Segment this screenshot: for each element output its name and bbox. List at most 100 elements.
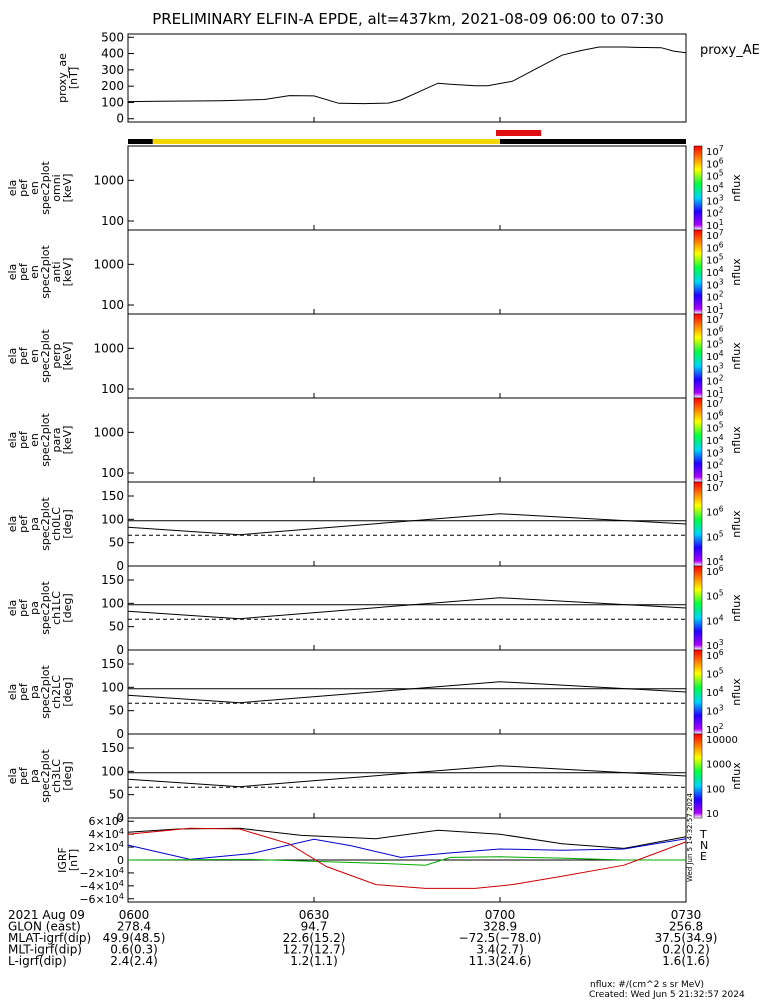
pa-ch0-cbar-tick-exp: 7	[719, 480, 724, 489]
spec-anti-cbar-tick-base: 10	[706, 231, 719, 242]
spec-para-cbar-tick: 101	[706, 470, 724, 484]
spec-perp-cbar-tick-exp: 1	[719, 386, 724, 395]
igrf-ytick-label-base: −6×10	[79, 893, 118, 906]
ephem-cell: 3.4(2.7)	[476, 943, 524, 957]
pa-ch0-cbar-tick: 107	[706, 480, 724, 494]
pa-ch2-cbar-tick: 103	[706, 704, 724, 718]
pa-ch1-colorbar	[693, 565, 703, 651]
spec-anti-cbar-tick: 106	[706, 240, 724, 254]
ephem-row-label: MLAT-igrf(dip)	[8, 931, 91, 945]
ephem-cell: 0730	[671, 908, 702, 922]
igrf-series-N	[127, 838, 687, 860]
spec-para-cbar-tick: 103	[706, 445, 724, 459]
spec-perp-cbar-tick-base: 10	[706, 340, 719, 351]
spec-anti-cbar-tick-exp: 4	[719, 265, 724, 274]
pa-ch1-cbar-tick: 103	[706, 638, 724, 652]
proxy-ae-ytick-label: 300	[101, 63, 124, 77]
spec-para-cbar-tick-exp: 4	[719, 433, 724, 442]
proxy-ae-ytick-label: 200	[101, 79, 124, 93]
spec-anti-cbar-tick: 104	[706, 265, 724, 279]
spec-para-cbar-tick-base: 10	[706, 436, 719, 447]
igrf-ytick-label-base: 2×10	[89, 841, 119, 854]
pa-ch2-cbar-tick-base: 10	[706, 707, 719, 718]
science-zone-marker	[496, 130, 542, 136]
spec-perp-ylabel-3: spec2plot	[39, 329, 52, 383]
pa-ch0-cbar-tick-base: 10	[706, 508, 719, 519]
spec-para-frame	[127, 397, 687, 483]
spec-para-ytick-label: 100	[101, 466, 124, 480]
proxy-ae-ytick-label: 100	[101, 95, 124, 109]
ephem-cell: 2.4(2.4)	[110, 954, 158, 968]
spec-perp-cbar-tick-base: 10	[706, 389, 719, 400]
spec-perp-cbar-tick: 105	[706, 337, 724, 351]
pa-ch3-ylabel-5: [deg]	[61, 761, 74, 790]
pa-ch0-cbar-tick: 105	[706, 529, 724, 543]
spec-anti-cbar-tick-exp: 7	[719, 228, 724, 237]
spec-para-panel: 1001000elapefenspec2plotpara[keV]1071061…	[6, 396, 743, 484]
pa-ch0-ylabel-1: pef	[17, 514, 30, 533]
ephem-cell: −72.5(−78.0)	[459, 931, 542, 945]
spec-para-cbar-tick-exp: 5	[719, 421, 724, 430]
pa-ch3-frame	[127, 733, 687, 819]
pa-ch0-ylabel-5: [deg]	[61, 509, 74, 538]
spec-omni-panel: 1001000elapefenspec2plotomni[keV]1071061…	[6, 144, 743, 232]
pa-ch3-ylabel-0: ela	[6, 768, 19, 785]
spec-para-ylabel-1: pef	[17, 430, 30, 449]
spec-perp-ytick-label: 100	[101, 382, 124, 396]
pa-ch0-ylabel-2: pa	[28, 517, 41, 531]
proxy-ae-title: proxy_AE	[700, 43, 760, 58]
spec-para-ytick-label: 1000	[93, 425, 124, 439]
spec-para-cbar-tick-base: 10	[706, 448, 719, 459]
pa-ch2-ytick-label: 150	[101, 657, 124, 671]
pa-ch2-cbar-tick-exp: 5	[719, 667, 724, 676]
pa-ch2-cbar-tick-base: 10	[706, 670, 719, 681]
pa-ch0-cbar-label: nflux	[730, 510, 743, 538]
pa-ch2-ytick-label: 0	[116, 727, 124, 741]
pa-ch1-cbar-tick: 104	[706, 613, 724, 627]
spec-perp-cbar-label: nflux	[730, 342, 743, 370]
pa-ch2-ylabel-3: spec2plot	[39, 665, 52, 719]
igrf-ytick-label-exp: 4	[119, 839, 124, 849]
igrf-series-T	[127, 827, 687, 849]
pa-ch0-ylabel-0: ela	[6, 516, 19, 533]
pa-ch0-cbar-tick: 104	[706, 554, 724, 568]
pa-ch3-ylabel-4: ch3LC	[50, 759, 63, 793]
pa-ch1-cbar-label: nflux	[730, 594, 743, 622]
pa-ch0-cbar-tick-exp: 6	[719, 505, 724, 514]
proxy-ae-frame	[127, 33, 687, 123]
spec-anti-cbar-tick: 102	[706, 290, 724, 304]
igrf-legend-N: N	[700, 839, 708, 852]
ephem-cell: 278.4	[117, 920, 151, 934]
pa-ch2-cbar-tick-base: 10	[706, 725, 719, 736]
ephem-row-label: GLON (east)	[8, 920, 81, 934]
igrf-ylabel-1: [nT]	[67, 849, 80, 871]
spec-omni-cbar-tick: 105	[706, 169, 724, 183]
pa-ch3-ylabel-1: pef	[17, 766, 30, 785]
spec-perp-cbar-tick-base: 10	[706, 327, 719, 338]
pa-ch1-ylabel-4: ch1LC	[50, 591, 63, 625]
spec-perp-ylabel-5: [keV]	[61, 342, 74, 371]
spec-omni-ytick-label: 1000	[93, 173, 124, 187]
ephem-row-label: 2021 Aug 09	[8, 908, 85, 922]
pa-ch3-ytick-label: 0	[116, 811, 124, 825]
coverage-segment	[128, 139, 153, 144]
ephem-cell: 0600	[119, 908, 150, 922]
pa-ch0-colorbar	[693, 481, 703, 567]
spec-para-cbar-label: nflux	[730, 426, 743, 454]
spec-anti-panel: 1001000elapefenspec2plotanti[keV]1071061…	[6, 228, 743, 316]
spec-para-cbar-tick-exp: 2	[719, 458, 724, 467]
spec-anti-cbar-tick: 105	[706, 253, 724, 267]
spec-perp-cbar-tick: 107	[706, 312, 724, 326]
igrf-ytick-label-exp: 4	[119, 813, 124, 823]
spec-anti-ylabel-0: ela	[6, 264, 19, 281]
spec-omni-cbar-tick-exp: 6	[719, 156, 724, 165]
spec-perp-cbar-tick-base: 10	[706, 315, 719, 326]
igrf-ytick-label-exp: 4	[119, 891, 124, 901]
igrf-ytick-label: −6×104	[79, 891, 124, 906]
pa-ch3-ytick-label: 150	[101, 741, 124, 755]
spec-para-ylabel-4: para	[50, 428, 63, 453]
spec-anti-ytick-label: 1000	[93, 257, 124, 271]
proxy-ae-ylabel-1: [nT]	[67, 67, 80, 89]
spec-omni-cbar-tick-exp: 2	[719, 206, 724, 215]
